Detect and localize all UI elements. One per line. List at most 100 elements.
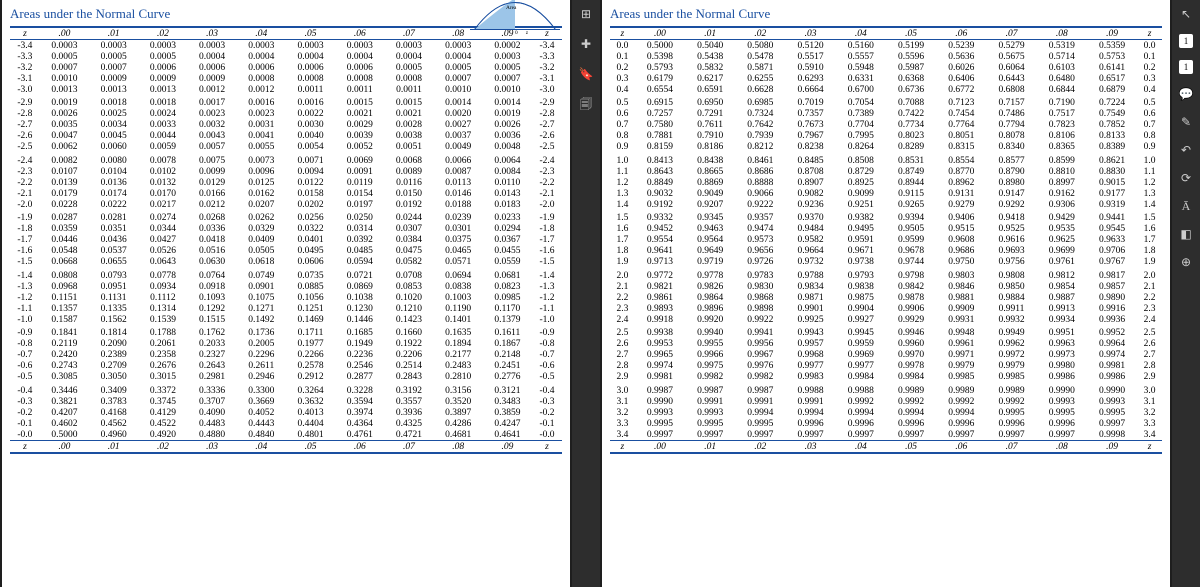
- table-cell: 0.9750: [936, 257, 986, 268]
- table-cell: 0.0034: [89, 120, 138, 131]
- table-cell: 0.9279: [936, 199, 986, 210]
- eraser-icon[interactable]: ◧: [1178, 226, 1194, 242]
- table-cell: 2.6: [1137, 339, 1162, 350]
- table-cell: 0.9767: [1087, 257, 1137, 268]
- col-header: .09: [1087, 27, 1137, 40]
- table-cell: 0.9978: [886, 361, 936, 372]
- table-cell: 3.2: [1137, 407, 1162, 418]
- table-cell: 0.1: [1137, 51, 1162, 62]
- cursor-icon[interactable]: ↖: [1178, 6, 1194, 22]
- zoom-icon[interactable]: ⊕: [1178, 254, 1194, 270]
- table-cell: 0.4129: [138, 407, 187, 418]
- table-cell: 0.0838: [434, 281, 483, 292]
- table-cell: 0.2119: [40, 339, 89, 350]
- table-cell: 0.9131: [936, 188, 986, 199]
- table-row: -2.60.00470.00450.00440.00430.00410.0040…: [10, 131, 562, 142]
- table-cell: 0.0764: [187, 268, 236, 282]
- bookmark-icon[interactable]: 🔖: [578, 66, 594, 82]
- table-cell: 0.0125: [237, 177, 286, 188]
- table-cell: 0.8849: [635, 177, 685, 188]
- comment-icon[interactable]: 💬: [1178, 86, 1194, 102]
- table-row: -0.40.34460.34090.33720.33360.33000.3264…: [10, 383, 562, 397]
- table-cell: 0.3707: [187, 396, 236, 407]
- table-cell: 0.0005: [384, 62, 433, 73]
- table-cell: 0.0068: [384, 153, 433, 167]
- pen-icon[interactable]: ✎: [1178, 114, 1194, 130]
- table-cell: 0.9982: [685, 372, 735, 383]
- table-cell: 0.0594: [335, 257, 384, 268]
- table-cell: 0.7088: [886, 95, 936, 109]
- table-cell: 0.0084: [483, 166, 532, 177]
- copy-icon[interactable]: 🗐: [578, 96, 594, 112]
- table-cell: 0.0301: [434, 224, 483, 235]
- table-cell: 0.8133: [1087, 131, 1137, 142]
- col-header: .09: [483, 27, 532, 40]
- table-cell: 0.1977: [286, 339, 335, 350]
- table-cell: 0.6331: [836, 73, 886, 84]
- refresh-icon[interactable]: ⟳: [1178, 170, 1194, 186]
- table-cell: 0.1170: [483, 303, 532, 314]
- table-cell: 0.3897: [434, 407, 483, 418]
- col-header: .02: [138, 441, 187, 454]
- table-cell: 0.8389: [1087, 142, 1137, 153]
- text-tool-icon[interactable]: Ā: [1178, 198, 1194, 214]
- table-cell: 0.0013: [40, 84, 89, 95]
- table-cell: 0.9382: [836, 210, 886, 224]
- add-icon[interactable]: ✚: [578, 36, 594, 52]
- table-cell: 0.5714: [1037, 51, 1087, 62]
- table-cell: 0.0026: [483, 120, 532, 131]
- table-cell: 0.4801: [286, 429, 335, 441]
- table-cell: -1.4: [10, 268, 40, 282]
- table-cell: -2.4: [532, 153, 562, 167]
- table-cell: 0.0004: [187, 51, 236, 62]
- table-row: 0.60.72570.72910.73240.73570.73890.74220…: [610, 109, 1162, 120]
- table-cell: -2.7: [532, 120, 562, 131]
- table-cell: 0.3156: [434, 383, 483, 397]
- table-cell: 0.9983: [785, 372, 835, 383]
- col-header: z: [532, 27, 562, 40]
- table-cell: 0.9971: [936, 350, 986, 361]
- table-cell: 0.7852: [1087, 120, 1137, 131]
- undo-icon[interactable]: ↶: [1178, 142, 1194, 158]
- table-row: -1.40.08080.07930.07780.07640.07490.0735…: [10, 268, 562, 282]
- table-cell: 0.8461: [735, 153, 785, 167]
- table-cell: 0.0708: [384, 268, 433, 282]
- table-cell: -1.9: [532, 210, 562, 224]
- table-cell: 0.0033: [138, 120, 187, 131]
- page-badge-1[interactable]: 1: [1179, 34, 1193, 48]
- table-cell: 0.0359: [40, 224, 89, 235]
- table-cell: 0.9990: [1087, 383, 1137, 397]
- table-cell: 0.9991: [685, 396, 735, 407]
- col-header: .03: [785, 441, 835, 454]
- table-cell: 0.3121: [483, 383, 532, 397]
- table-cell: -1.5: [10, 257, 40, 268]
- panel-icon[interactable]: ⊞: [578, 6, 594, 22]
- table-cell: -2.1: [532, 188, 562, 199]
- table-cell: 0.0655: [89, 257, 138, 268]
- table-cell: 0.3300: [237, 383, 286, 397]
- table-cell: 0.0778: [138, 268, 187, 282]
- col-header: .06: [335, 27, 384, 40]
- table-cell: 0.0013: [89, 84, 138, 95]
- table-cell: 0.7486: [986, 109, 1036, 120]
- table-cell: 0.9846: [936, 281, 986, 292]
- table-cell: 0.3: [610, 73, 635, 84]
- table-cell: 2.3: [610, 303, 635, 314]
- table-cell: 0.9949: [986, 325, 1036, 339]
- table-cell: 0.9177: [1087, 188, 1137, 199]
- table-cell: 0.0019: [40, 95, 89, 109]
- table-cell: 3.3: [610, 418, 635, 429]
- table-cell: 0.7794: [986, 120, 1036, 131]
- table-cell: 0.9974: [635, 361, 685, 372]
- page-badge-2[interactable]: 1: [1179, 60, 1193, 74]
- table-cell: 0.8790: [986, 166, 1036, 177]
- table-cell: 0.1949: [335, 339, 384, 350]
- table-cell: 0.9861: [635, 292, 685, 303]
- table-cell: 0.7454: [936, 109, 986, 120]
- table-cell: -0.6: [10, 361, 40, 372]
- table-cell: 0.1492: [237, 314, 286, 325]
- table-row: -0.60.27430.27090.26760.26430.26110.2578…: [10, 361, 562, 372]
- table-cell: 0.0075: [187, 153, 236, 167]
- table-cell: 0.0329: [237, 224, 286, 235]
- table-cell: 0.8599: [1037, 153, 1087, 167]
